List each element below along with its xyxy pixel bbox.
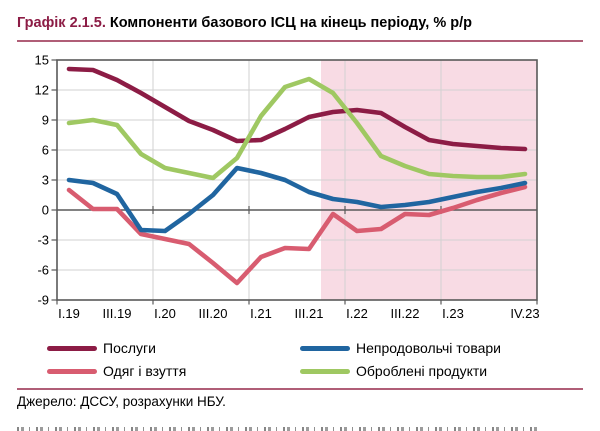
legend-swatch-services	[47, 345, 97, 351]
legend-item-services: Послуги	[47, 338, 156, 358]
legend-item-clothing-and-footwear: Одяг і взуття	[47, 361, 186, 381]
x-axis-label: III.22	[391, 306, 420, 321]
x-axis-label: I.20	[154, 306, 176, 321]
legend-swatch-non-food-goods	[300, 345, 350, 351]
y-axis-label: 9	[42, 113, 49, 128]
x-axis-label: I.21	[250, 306, 272, 321]
chart-svg: 15 12 9 6 3 0 -3 -6 -9 I.19 III.19 I.20 III.20 I.21 II…	[35, 53, 540, 322]
legend-item-non-food-goods: Непродовольчі товари	[300, 338, 501, 358]
legend-label-services: Послуги	[103, 340, 156, 356]
legend-swatch-processed-foods	[300, 368, 350, 374]
plot-frame	[56, 59, 538, 301]
y-axis-label: -3	[37, 233, 49, 248]
chart-number: Графік 2.1.5.	[17, 15, 106, 31]
x-axis-label: III.20	[199, 306, 228, 321]
x-axis-label: III.19	[103, 306, 132, 321]
legend-label-clothing-and-footwear: Одяг і взуття	[103, 363, 187, 379]
y-axis-label: -6	[37, 263, 49, 278]
legend-swatch-clothing-and-footwear	[47, 368, 97, 374]
x-axis-label: I.22	[346, 306, 368, 321]
y-axis-label: 0	[42, 203, 49, 218]
cropped-next-row-fragment	[17, 427, 540, 431]
legend-label-processed-foods: Оброблені продукти	[356, 363, 488, 379]
title-underline	[17, 40, 583, 42]
y-axis-label: 15	[35, 53, 49, 68]
legend-item-processed-foods: Оброблені продукти	[300, 361, 487, 381]
x-axis-label: IV.23	[510, 306, 539, 321]
y-axis-label: 12	[35, 83, 49, 98]
y-axis-label: 3	[42, 173, 49, 188]
x-axis-label: I.19	[58, 306, 80, 321]
series-line-services	[66, 66, 528, 152]
page-title: Графік 2.1.5. Компоненти базового ІСЦ на…	[17, 14, 587, 32]
y-axis-label: -9	[37, 293, 49, 308]
chart-title-text: Компоненти базового ІСЦ на кінець період…	[105, 15, 472, 31]
legend-label-non-food-goods: Непродовольчі товари	[356, 340, 501, 356]
series-line-clothing-and-footwear	[66, 184, 528, 286]
series-line-processed-foods	[66, 76, 528, 181]
source-divider	[17, 388, 583, 390]
x-axis-label: I.23	[442, 306, 464, 321]
y-axis-label: 6	[42, 143, 49, 158]
x-axis-label: III.21	[295, 306, 324, 321]
source-note: Джерело: ДССУ, розрахунки НБУ.	[17, 394, 226, 409]
series-line-non-food-goods	[66, 165, 528, 234]
